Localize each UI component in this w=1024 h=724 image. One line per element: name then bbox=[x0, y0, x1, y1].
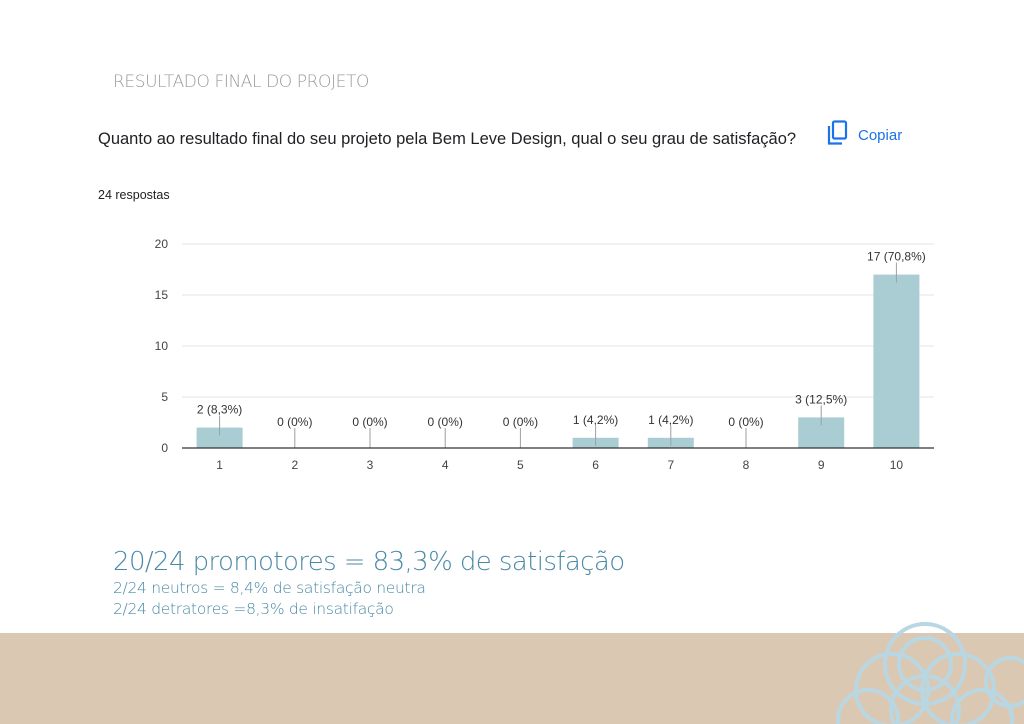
x-tick-label: 5 bbox=[517, 458, 524, 472]
data-label: 0 (0%) bbox=[503, 415, 538, 429]
y-tick-label: 0 bbox=[161, 441, 168, 455]
data-label: 1 (4,2%) bbox=[573, 413, 618, 427]
data-label: 17 (70,8%) bbox=[867, 250, 926, 264]
bar bbox=[873, 274, 920, 448]
bar-chart: 0 5 10 15 20 2 (8,3%) 1 0 (0%) 2 0 (0%) 3 0 (0%) 4 0 … bbox=[155, 237, 934, 472]
response-count: 24 respostas bbox=[98, 188, 170, 202]
bar bbox=[196, 427, 243, 448]
x-tick-label: 7 bbox=[667, 458, 674, 472]
x-tick-label: 8 bbox=[743, 458, 750, 472]
y-tick-label: 15 bbox=[155, 288, 169, 302]
summary-block: 20/24 promotores = 83,3% de satisfação 2… bbox=[113, 546, 625, 620]
x-tick-label: 4 bbox=[442, 458, 449, 472]
x-tick-label: 6 bbox=[592, 458, 599, 472]
x-tick-label: 1 bbox=[216, 458, 223, 472]
x-tick-label: 9 bbox=[818, 458, 825, 472]
copy-icon bbox=[826, 120, 848, 150]
copy-label: Copiar bbox=[858, 126, 903, 144]
summary-detractors: 2/24 detratores =8,3% de insatifação bbox=[113, 600, 394, 618]
y-tick-label: 10 bbox=[155, 339, 169, 353]
x-tick-label: 2 bbox=[291, 458, 298, 472]
copy-button[interactable]: Copiar bbox=[826, 120, 902, 150]
summary-neutrals: 2/24 neutros = 8,4% de satisfação neutra bbox=[113, 579, 426, 597]
footer-band bbox=[0, 633, 1024, 724]
y-tick-label: 5 bbox=[161, 390, 168, 404]
section-title: RESULTADO FINAL DO PROJETO bbox=[113, 72, 369, 92]
data-label: 0 (0%) bbox=[428, 415, 463, 429]
data-label: 0 (0%) bbox=[352, 415, 387, 429]
question-title: Quanto ao resultado final do seu projeto… bbox=[98, 130, 797, 148]
data-label: 3 (12,5%) bbox=[795, 392, 847, 406]
data-label: 0 (0%) bbox=[728, 415, 763, 429]
x-tick-label: 3 bbox=[367, 458, 374, 472]
data-label: 0 (0%) bbox=[277, 415, 312, 429]
data-label: 1 (4,2%) bbox=[648, 413, 693, 427]
x-tick-label: 10 bbox=[890, 458, 904, 472]
data-label: 2 (8,3%) bbox=[197, 403, 242, 417]
summary-promoters: 20/24 promotores = 83,3% de satisfação bbox=[113, 547, 625, 577]
flower-pattern-icon bbox=[836, 622, 1024, 724]
y-tick-label: 20 bbox=[155, 237, 169, 251]
